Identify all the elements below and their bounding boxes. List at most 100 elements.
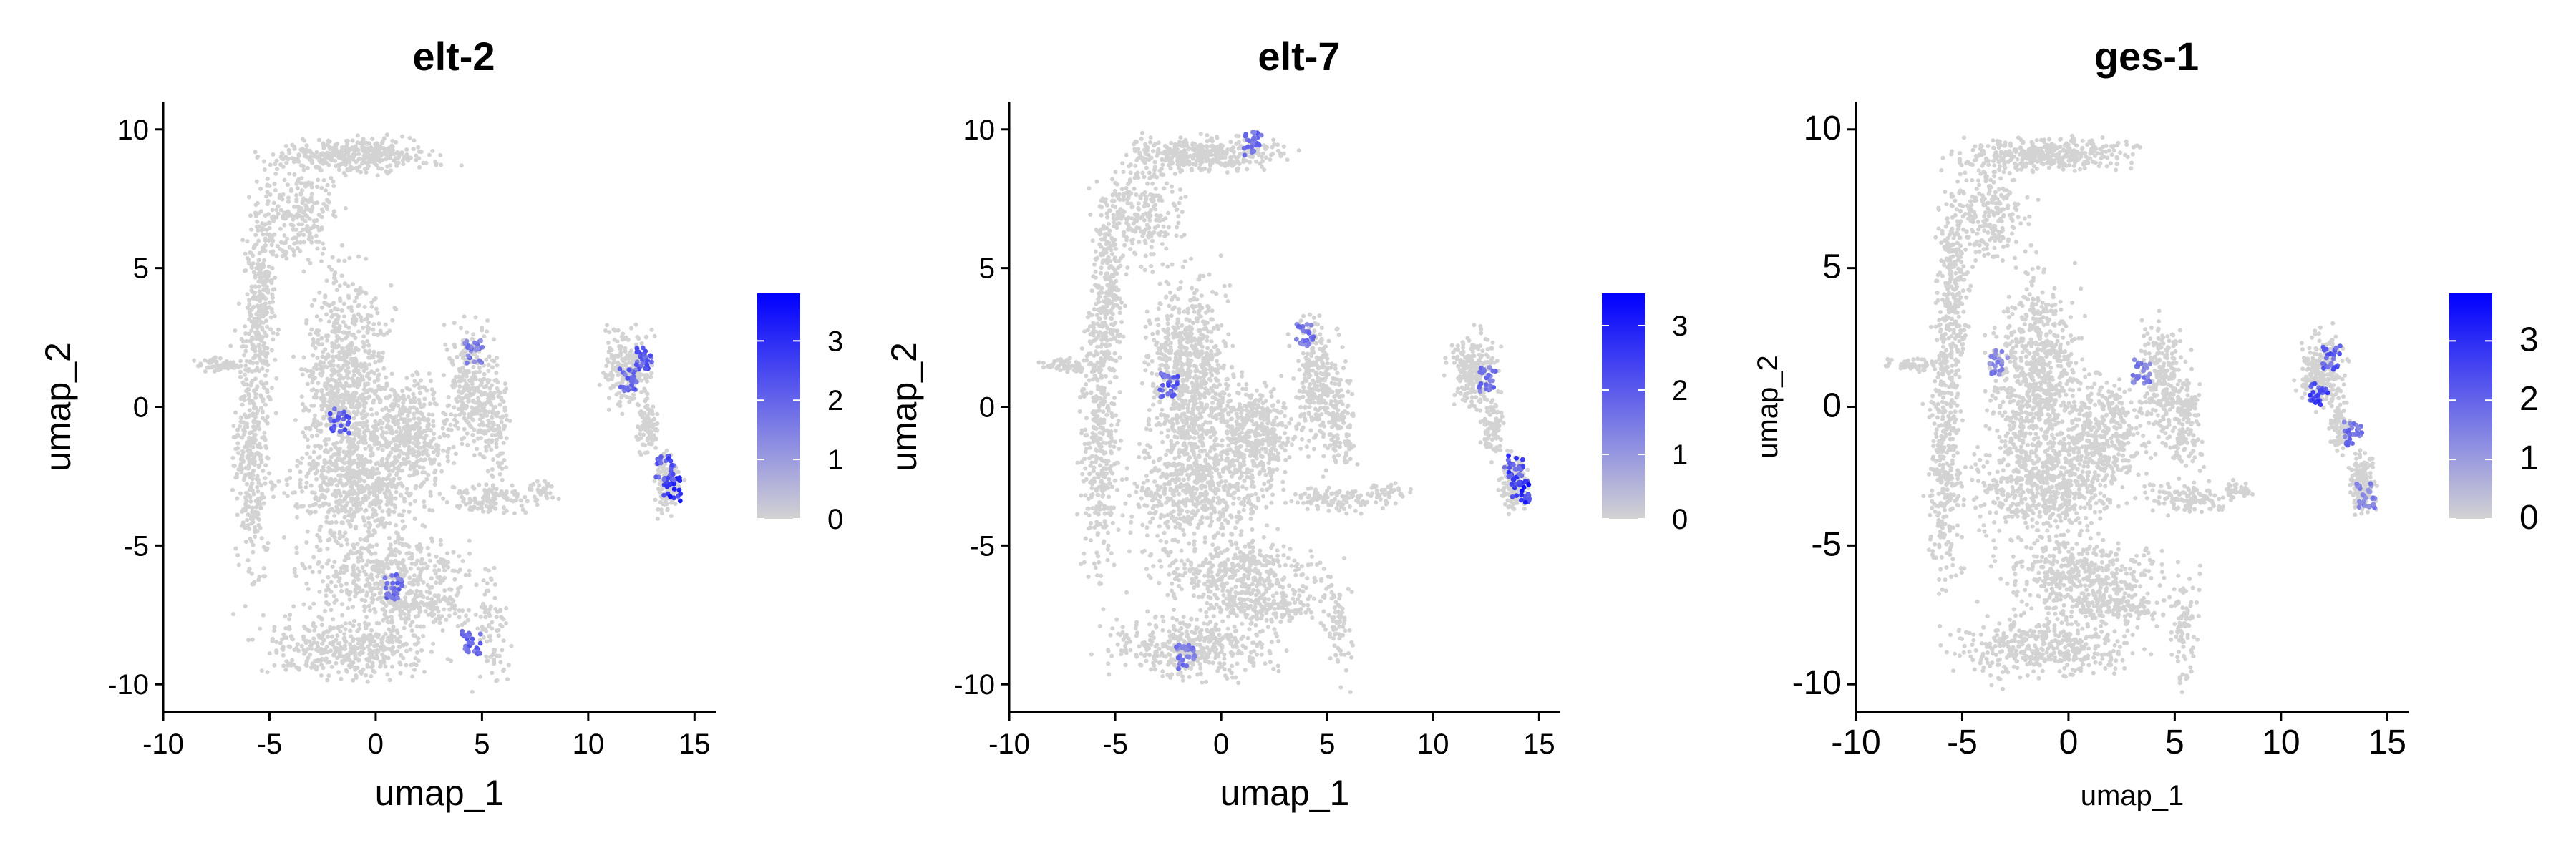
expressing-cell xyxy=(1180,657,1185,663)
x-tick-label: -5 xyxy=(257,728,283,760)
y-tick-label: -5 xyxy=(969,530,995,562)
colorbar-tick-label: 2 xyxy=(1672,375,1688,406)
expressing-cell xyxy=(671,487,677,492)
expressing-cell xyxy=(2370,495,2376,500)
expressing-cell xyxy=(337,429,343,434)
expressing-cell xyxy=(1160,382,1165,388)
plot-title: ges-1 xyxy=(2094,34,2199,79)
expressing-cell xyxy=(2337,351,2343,356)
expressing-cell xyxy=(473,347,479,353)
expressing-cell xyxy=(2142,362,2148,368)
expressing-cell xyxy=(658,460,664,466)
y-tick-label: -5 xyxy=(123,530,149,562)
expressing-cell xyxy=(677,498,683,504)
point-cloud xyxy=(1883,133,2379,695)
expressing-cell xyxy=(632,387,638,392)
expressing-cell xyxy=(1993,348,1998,354)
expressing-cell xyxy=(2142,375,2147,380)
expressing-cell xyxy=(1171,392,1177,398)
y-tick-label: 5 xyxy=(979,253,995,285)
x-tick-label: 5 xyxy=(1319,728,1335,760)
x-tick-label: 15 xyxy=(679,728,711,760)
colorbar-tick-label: 0 xyxy=(2519,499,2539,537)
expressing-cell xyxy=(2147,361,2153,367)
expressing-cell xyxy=(1999,348,2005,354)
expressing-cell xyxy=(2341,419,2347,425)
x-tick-label: 10 xyxy=(1417,728,1449,760)
expressing-cell xyxy=(1251,148,1257,154)
expressing-cell xyxy=(1308,335,1314,340)
expressing-cell xyxy=(1987,361,1993,366)
expressing-cell xyxy=(2312,381,2318,386)
expressing-cell xyxy=(1519,497,1524,503)
expressing-cell xyxy=(2147,371,2152,377)
expressing-cell xyxy=(1175,381,1180,386)
colorbar: 0 1 2 3 xyxy=(1602,293,1688,535)
expressing-cell xyxy=(1249,145,1254,150)
expressing-cell xyxy=(346,430,351,436)
expressing-cell xyxy=(345,421,351,427)
expressing-cell xyxy=(342,427,348,432)
expressing-cell xyxy=(460,628,465,634)
colorbar-tick-label: 0 xyxy=(1672,504,1688,535)
expressing-cell xyxy=(2005,355,2011,361)
expressing-cell xyxy=(658,454,664,459)
background-cells xyxy=(1883,133,2379,695)
expressing-cell xyxy=(1174,644,1179,650)
background-cells xyxy=(192,132,687,694)
x-axis-label: umap_1 xyxy=(2081,780,2184,811)
x-axis-label: umap_1 xyxy=(375,773,505,813)
expressing-cell xyxy=(1160,393,1165,399)
x-tick-label: 10 xyxy=(573,728,605,760)
expressing-cell xyxy=(640,345,646,351)
colorbar-tick-label: 0 xyxy=(827,504,843,535)
expressing-cell xyxy=(1162,374,1167,379)
point-cloud xyxy=(192,132,687,694)
expressing-cell xyxy=(383,585,389,590)
expressing-cell xyxy=(1255,141,1261,147)
expressing-cell xyxy=(1184,663,1190,668)
expressing-cell xyxy=(1303,338,1308,343)
point-cloud xyxy=(1036,130,1530,695)
expressing-cell xyxy=(644,362,650,367)
y-tick-label: -10 xyxy=(107,669,149,701)
expressing-cell xyxy=(1508,472,1514,478)
background-cells xyxy=(1036,130,1530,695)
x-tick-label: -5 xyxy=(1947,723,1978,761)
expressing-cell xyxy=(2308,392,2313,398)
expressing-cell xyxy=(668,494,673,499)
expressing-cell xyxy=(465,360,470,366)
expressing-cell xyxy=(1251,136,1256,142)
expressing-cell xyxy=(2348,421,2353,426)
expressing-cell xyxy=(1167,375,1173,380)
expressing-cell xyxy=(1509,482,1515,487)
expressing-cell xyxy=(661,492,666,498)
expressing-cell xyxy=(638,354,643,359)
expressing-cell xyxy=(477,640,483,646)
expressing-cell xyxy=(640,360,646,366)
expressing-cell xyxy=(1252,130,1257,135)
expressing-cell xyxy=(678,491,684,497)
expressing-cell xyxy=(1182,644,1187,650)
plot-title: elt-7 xyxy=(1258,34,1340,79)
y-tick-label: 10 xyxy=(963,114,996,146)
expressing-cell xyxy=(1304,322,1310,327)
expressing-cell xyxy=(1306,341,1312,346)
x-tick-label: -10 xyxy=(142,728,184,760)
expressing-cell xyxy=(477,631,483,637)
expressing-cell xyxy=(331,425,336,431)
expressing-cell xyxy=(1192,653,1197,658)
y-tick-label: 10 xyxy=(1804,109,1842,147)
expressing-cell xyxy=(1243,133,1248,139)
expressing-cell xyxy=(625,376,631,381)
expressing-cell xyxy=(1296,323,1301,329)
expressing-cell xyxy=(475,342,480,347)
expressing-cell xyxy=(645,358,650,363)
y-tick-label: -10 xyxy=(1792,664,1842,702)
expressing-cell xyxy=(1247,138,1252,144)
feature-plot-2: ges-1 -10 -5 0 5 10 15 -10 -5 0 5 10 umap_1 umap_2 0 1 2… xyxy=(1752,34,2539,811)
expressing-cell xyxy=(344,414,349,419)
expressing-cell xyxy=(464,338,470,344)
expressing-cell xyxy=(2331,352,2336,358)
expressing-cell xyxy=(668,458,674,464)
